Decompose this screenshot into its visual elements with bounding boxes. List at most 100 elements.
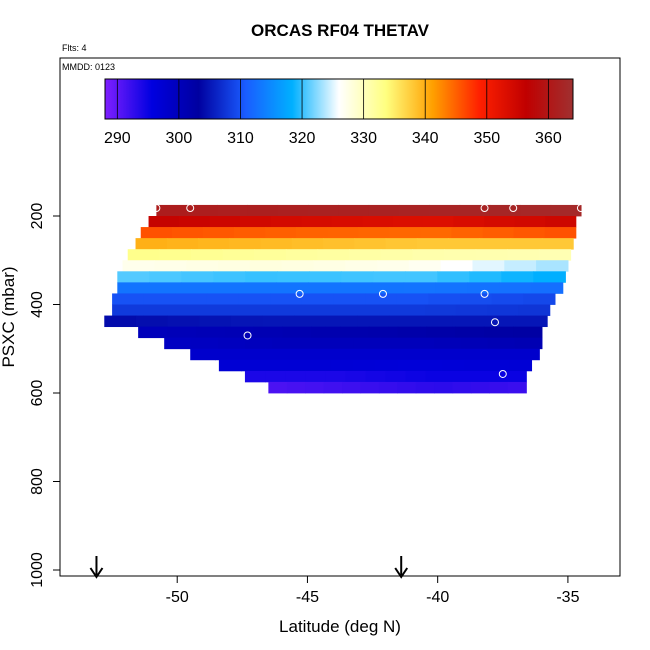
- sample-point: [540, 420, 549, 429]
- heatmap-cell: [380, 337, 408, 350]
- heatmap-cell: [364, 348, 391, 361]
- heatmap-cell: [518, 304, 551, 316]
- heatmap-cell: [353, 337, 381, 350]
- heatmap-cell: [375, 359, 399, 372]
- heatmap-cell: [499, 282, 532, 294]
- heatmap-cell: [117, 282, 150, 294]
- heatmap-cell: [215, 348, 241, 361]
- sample-point: [337, 554, 346, 563]
- heatmap-cell: [299, 304, 332, 316]
- sample-point: [264, 560, 273, 569]
- heatmap-cell: [439, 348, 466, 361]
- heatmap-cell: [277, 204, 309, 217]
- heatmap-cell: [270, 293, 303, 305]
- heatmap-cell: [330, 304, 363, 316]
- y-axis-label: PSXC (mbar): [0, 266, 18, 367]
- heatmap-cell: [467, 282, 500, 294]
- heatmap-cell: [428, 293, 461, 305]
- heatmap-cell: [260, 238, 293, 250]
- x-tick-label: -50: [166, 589, 189, 606]
- heatmap-cell: [352, 359, 376, 372]
- y-axis: 200 400 600 800 1000: [29, 203, 60, 588]
- colorbar-gradient: [104, 78, 574, 120]
- colorbar-tick-label: 290: [104, 130, 131, 147]
- colorbar: 290 300 310 320 330 340 350 360: [104, 78, 574, 147]
- heatmap-cell: [489, 204, 521, 217]
- heatmap-cell: [217, 260, 251, 272]
- heatmap-cell: [213, 271, 246, 283]
- heatmap-cell: [459, 204, 491, 217]
- heatmap-cell: [339, 348, 366, 361]
- heatmap-cell: [199, 315, 232, 328]
- heatmap-cell: [245, 337, 273, 350]
- colorbar-tick-label: 350: [473, 130, 500, 147]
- heatmap-cell: [247, 204, 279, 217]
- sample-point: [295, 289, 304, 298]
- heatmap-cell: [536, 260, 569, 272]
- heatmap-cell: [429, 204, 461, 217]
- heatmap-cell: [365, 370, 387, 383]
- heatmap-cell: [345, 260, 378, 272]
- heatmap-cell: [424, 304, 457, 316]
- heatmap-cell: [249, 260, 283, 272]
- heatmap-cell: [143, 293, 176, 305]
- heatmap-cell: [455, 304, 488, 316]
- heatmap-cell: [217, 204, 248, 217]
- heatmap-cell: [224, 326, 255, 339]
- heatmap-cell: [514, 348, 540, 361]
- heatmap-cell: [149, 282, 182, 294]
- sample-point: [519, 564, 528, 573]
- heatmap-cell: [112, 293, 145, 305]
- heatmap-cell: [489, 381, 509, 394]
- heatmap-cell: [482, 227, 515, 239]
- heatmap-cell: [240, 216, 272, 228]
- heatmap-cell: [358, 227, 390, 239]
- colorbar-tick-label: 330: [350, 130, 377, 147]
- heatmap-cell: [460, 337, 489, 350]
- sample-point: [548, 346, 557, 355]
- heatmap-cell: [245, 271, 278, 283]
- heatmap-cell: [510, 238, 543, 250]
- heatmap-cell: [451, 227, 484, 239]
- arrow-head: [394, 567, 409, 579]
- x-tick-label: -45: [296, 589, 319, 606]
- heatmap-cell: [174, 304, 207, 316]
- heatmap-cell: [244, 282, 277, 294]
- heatmap-cell: [327, 227, 359, 239]
- heatmap-cell: [253, 326, 283, 339]
- sample-point: [490, 318, 499, 327]
- sample-point: [256, 462, 265, 471]
- heatmap-cell: [179, 216, 211, 228]
- heatmap-cell: [338, 204, 370, 217]
- sample-point: [532, 486, 541, 495]
- heatmap-cell: [230, 315, 264, 328]
- heatmap-cell: [308, 359, 332, 372]
- heatmap-cell: [167, 315, 200, 328]
- heatmap-cell: [507, 381, 527, 394]
- heatmap-cell: [484, 326, 514, 339]
- heatmap-cell: [362, 304, 394, 316]
- heatmap-cell: [159, 249, 192, 261]
- heatmap-cell: [149, 271, 182, 283]
- sample-point: [433, 564, 442, 573]
- heatmap-cell: [486, 359, 510, 372]
- heatmap-cell: [453, 216, 485, 228]
- heatmap-cell: [305, 381, 325, 394]
- heatmap-cell: [506, 370, 527, 383]
- heatmap-cell: [405, 370, 427, 383]
- heatmap-cell: [385, 370, 407, 383]
- heatmap-cell: [486, 370, 507, 383]
- heatmap-cell: [371, 282, 405, 294]
- heatmap-cell: [412, 249, 445, 261]
- heatmap-cell: [515, 315, 548, 328]
- heatmap-cell: [281, 260, 314, 272]
- x-axis-label: Latitude (deg N): [279, 617, 401, 636]
- heatmap-cell: [416, 238, 449, 250]
- heatmap-cell: [289, 348, 316, 361]
- heatmap-cell: [405, 271, 438, 283]
- heatmap-cell: [241, 359, 265, 372]
- heatmap-cell: [237, 304, 269, 316]
- heatmap-cell: [195, 326, 226, 339]
- sample-point: [152, 204, 161, 213]
